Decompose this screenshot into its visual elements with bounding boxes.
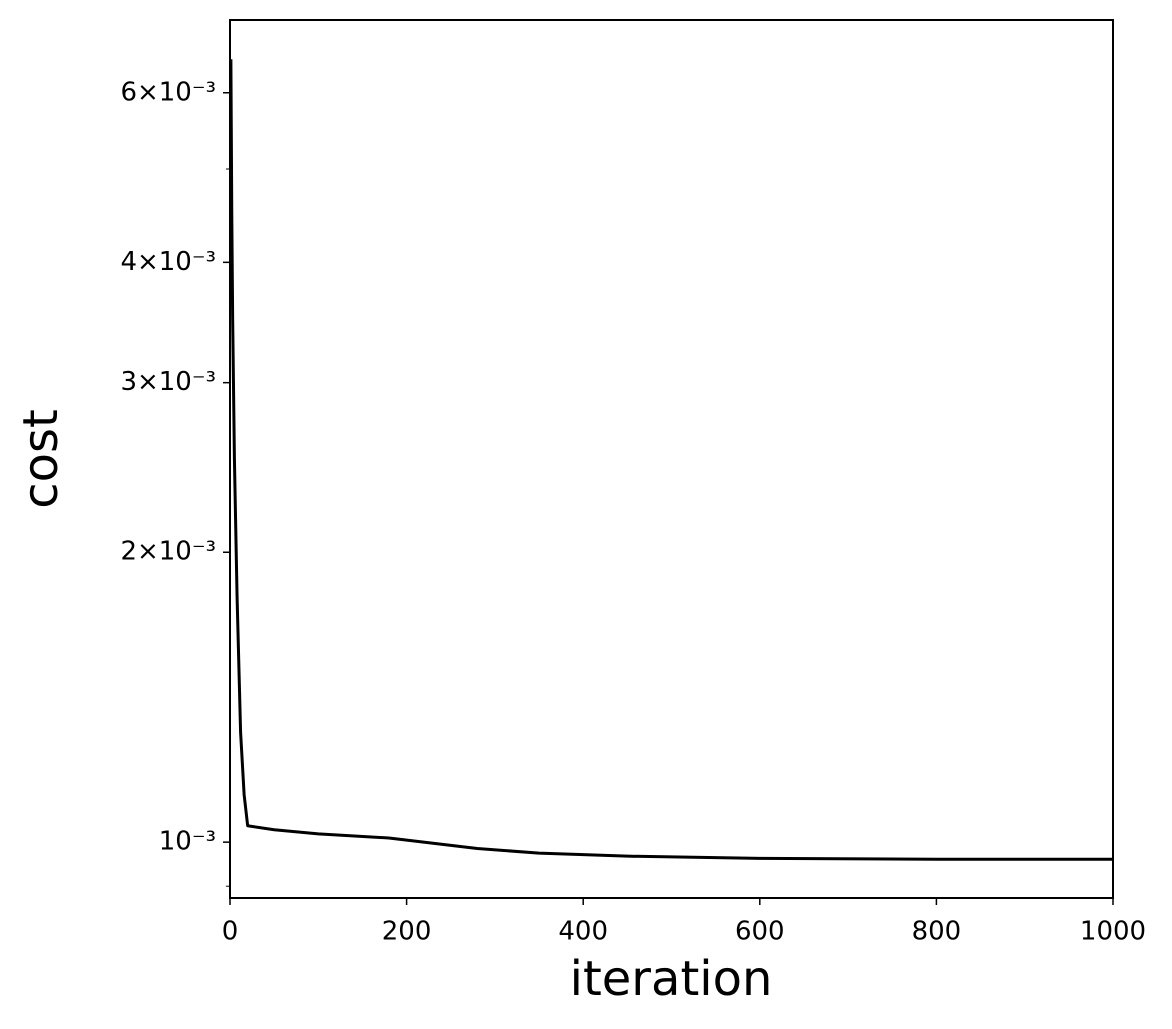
- x-tick-label: 1000: [1080, 917, 1146, 947]
- line-series: [229, 59, 1113, 861]
- x-tick-label: 200: [382, 917, 432, 947]
- x-tick-label: 600: [735, 917, 785, 947]
- x-tick-label: 400: [558, 917, 608, 947]
- y-tick-label: 4×10⁻³: [120, 247, 216, 277]
- x-axis-label: iteration: [570, 951, 773, 1007]
- y-axis-label: cost: [13, 409, 69, 509]
- y-tick-label: 3×10⁻³: [120, 367, 216, 397]
- plot-frame: [229, 19, 1114, 899]
- x-tick-label: 800: [912, 917, 962, 947]
- y-tick-label: 2×10⁻³: [120, 537, 216, 567]
- y-tick-label: 6×10⁻³: [120, 77, 216, 107]
- x-tick-label: 0: [222, 917, 239, 947]
- y-tick-label: 10⁻³: [159, 827, 216, 857]
